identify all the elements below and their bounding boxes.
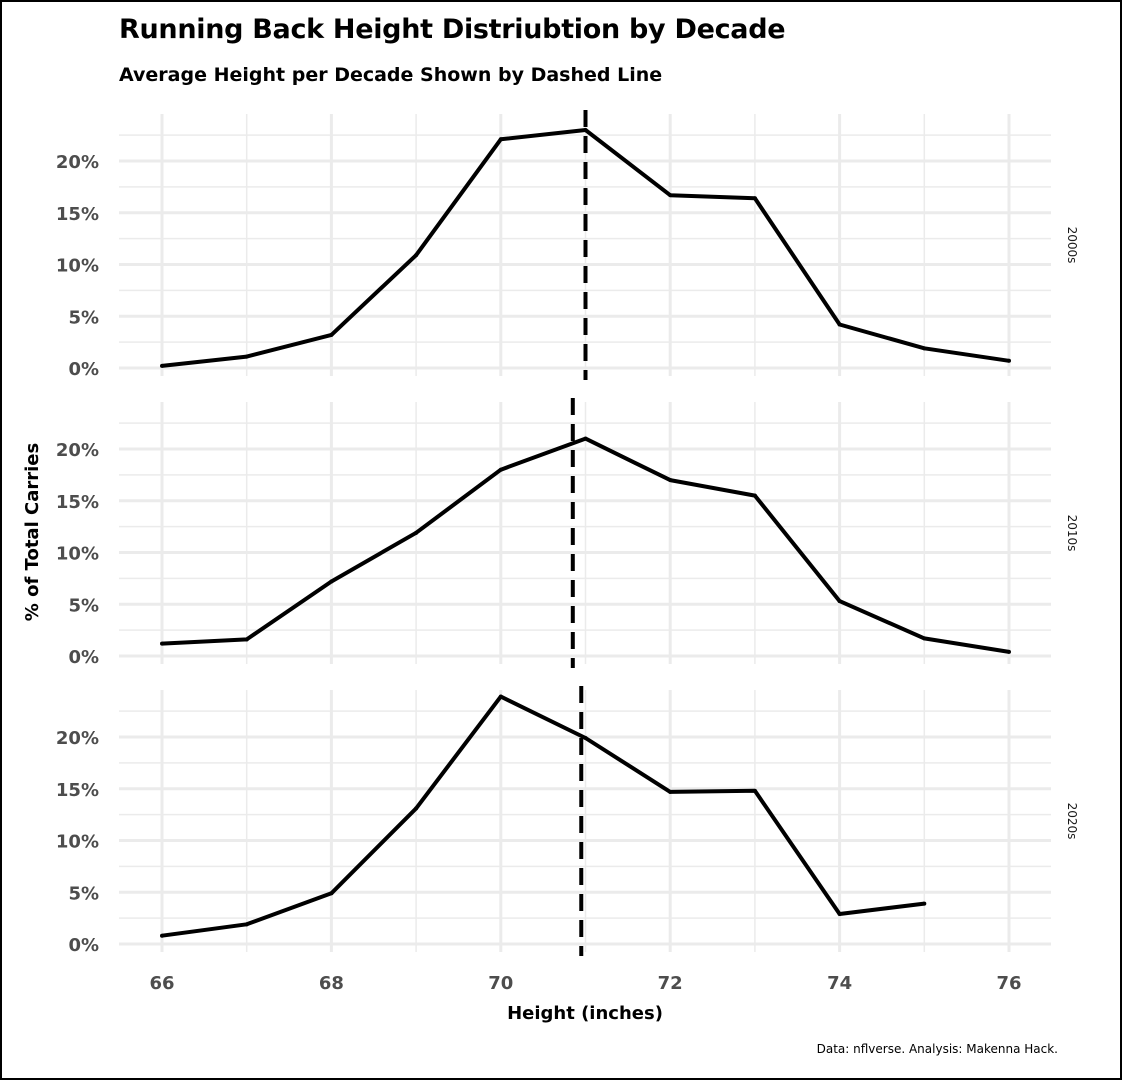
y-tick-label: 10% xyxy=(56,544,99,565)
data-point-2010s-69 xyxy=(414,530,419,535)
data-point-2000s-73 xyxy=(752,196,757,201)
x-tick-label: 72 xyxy=(658,973,683,994)
y-tick-label: 20% xyxy=(56,152,99,173)
data-point-2000s-66 xyxy=(160,363,164,368)
data-point-2010s-68 xyxy=(329,579,334,584)
data-point-2010s-73 xyxy=(752,493,757,498)
chart-caption: Data: nflverse. Analysis: Makenna Hack. xyxy=(816,1042,1058,1056)
data-point-2020s-75 xyxy=(922,901,927,906)
facet-strip-label: 2000s xyxy=(1065,227,1079,264)
facet-panel-2010s: 0% 5% 10% 15% 20% 2010s xyxy=(56,398,1079,668)
y-tick-label: 10% xyxy=(56,832,99,853)
data-point-2010s-66 xyxy=(160,641,164,646)
y-tick-label: 15% xyxy=(56,492,99,513)
y-tick-label: 0% xyxy=(68,647,99,668)
data-point-2020s-68 xyxy=(329,891,334,896)
series-line-2020s xyxy=(161,694,925,938)
data-point-2020s-71 xyxy=(583,736,588,741)
x-tick-label: 66 xyxy=(149,973,174,994)
data-point-2020s-72 xyxy=(668,789,673,794)
data-point-2020s-69 xyxy=(414,806,419,811)
y-axis-title: % of Total Carries xyxy=(22,443,43,621)
facet-strip-label: 2020s xyxy=(1065,803,1079,840)
y-tick-label: 5% xyxy=(68,883,99,904)
data-point-2020s-66 xyxy=(160,933,164,938)
data-point-2000s-67 xyxy=(244,354,249,359)
data-point-2010s-76 xyxy=(1007,649,1011,654)
facet-panel-2020s: 0% 5% 10% 15% 20% 2020s xyxy=(56,686,1079,956)
y-tick-label: 20% xyxy=(56,728,99,749)
data-point-2000s-71 xyxy=(583,127,588,132)
y-tick-label: 15% xyxy=(56,204,99,225)
x-tick-label: 70 xyxy=(488,973,513,994)
y-tick-label: 0% xyxy=(68,935,99,956)
data-point-2010s-67 xyxy=(244,637,249,642)
data-point-2020s-67 xyxy=(244,922,249,927)
x-tick-label: 68 xyxy=(319,973,344,994)
x-axis-title: Height (inches) xyxy=(507,1003,663,1024)
data-point-2020s-73 xyxy=(752,788,757,793)
facet-strip-label: 2010s xyxy=(1065,515,1079,552)
x-tick-label: 76 xyxy=(996,973,1021,994)
data-point-2000s-74 xyxy=(837,322,842,327)
facet-panel-2000s: 0% 5% 10% 15% 20% 2000s xyxy=(56,110,1079,380)
y-tick-label: 10% xyxy=(56,256,99,277)
chart-subtitle: Average Height per Decade Shown by Dashe… xyxy=(119,64,663,86)
data-point-2000s-72 xyxy=(668,193,673,198)
data-point-2000s-69 xyxy=(414,253,419,258)
y-tick-label: 5% xyxy=(68,307,99,328)
data-point-2000s-70 xyxy=(498,137,503,142)
data-point-2020s-70 xyxy=(498,694,503,699)
y-tick-label: 15% xyxy=(56,780,99,801)
y-tick-label: 0% xyxy=(68,359,99,380)
data-point-2010s-71 xyxy=(583,436,588,441)
data-point-2000s-76 xyxy=(1007,358,1011,363)
data-point-2010s-74 xyxy=(837,599,842,604)
y-tick-label: 20% xyxy=(56,440,99,461)
y-tick-label: 5% xyxy=(68,595,99,616)
chart-title: Running Back Height Distriubtion by Deca… xyxy=(119,14,786,45)
data-point-2010s-72 xyxy=(668,478,673,483)
data-point-2010s-75 xyxy=(922,636,927,641)
data-point-2020s-74 xyxy=(837,911,842,916)
x-tick-label: 74 xyxy=(827,973,852,994)
data-point-2010s-70 xyxy=(498,467,503,472)
data-point-2000s-68 xyxy=(329,332,334,337)
data-point-2000s-75 xyxy=(922,346,927,351)
